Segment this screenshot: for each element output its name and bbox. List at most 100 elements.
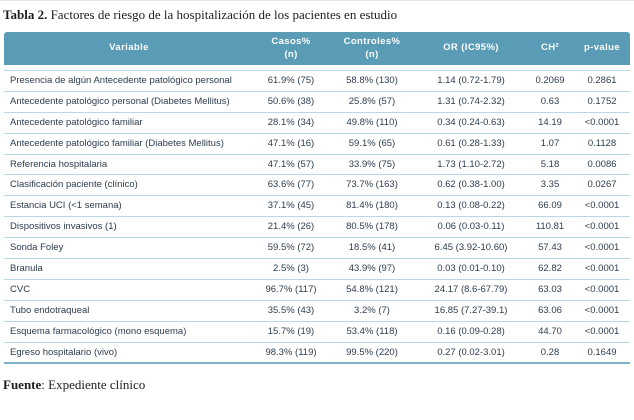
cell-or: 0.13 (0.08-0.22) bbox=[416, 195, 526, 216]
table-row: Tubo endotraqueal 35.5% (43) 3.2% (7) 16.85… bbox=[4, 299, 630, 321]
cell-controles: 49.8% (110) bbox=[328, 111, 416, 133]
cell-casos: 63.6% (77) bbox=[254, 174, 328, 195]
source-text: : Expediente clínico bbox=[41, 377, 146, 393]
cell-casos: 47.1% (16) bbox=[254, 132, 328, 154]
cell-casos: 37.1% (45) bbox=[254, 195, 328, 216]
cell-or: 1.14 (0.72-1.79) bbox=[416, 70, 526, 91]
cell-variable: Tubo endotraqueal bbox=[4, 299, 254, 321]
table-row: CVC 96.7% (117) 54.8% (121) 24.17 (8.6-67.7… bbox=[4, 278, 630, 300]
cell-variable: Estancia UCI (<1 semana) bbox=[4, 195, 254, 216]
cell-or: 24.17 (8.6-67.79) bbox=[416, 278, 526, 300]
cell-pvalue: 0.1128 bbox=[574, 132, 630, 154]
cell-variable: Clasificación paciente (clínico) bbox=[4, 174, 254, 195]
cell-controles: 33.9% (75) bbox=[328, 153, 416, 175]
table-header: Variable Casos% (n) Controles% (n) OR (IC95… bbox=[4, 32, 630, 70]
cell-casos: 61.9% (75) bbox=[254, 70, 328, 91]
cell-chi2: 44.70 bbox=[526, 320, 574, 342]
cell-pvalue: 0.2861 bbox=[574, 70, 630, 91]
column-header-casos: Casos% (n) bbox=[254, 32, 328, 70]
cell-controles: 58.8% (130) bbox=[328, 70, 416, 91]
cell-chi2: 63.03 bbox=[526, 278, 574, 300]
cell-pvalue: <0.0001 bbox=[574, 195, 630, 216]
cell-variable: Sonda Foley bbox=[4, 237, 254, 258]
cell-variable: Egreso hospitalario (vivo) bbox=[4, 341, 254, 365]
column-header-chi2: CH² bbox=[526, 32, 574, 70]
table-row: Antecedente patológico familiar 28.1% (34… bbox=[4, 111, 630, 133]
cell-or: 1.31 (0.74-2.32) bbox=[416, 90, 526, 112]
cell-pvalue: <0.0001 bbox=[574, 278, 630, 300]
table-title-label: Tabla 2. bbox=[3, 7, 48, 22]
cell-pvalue: <0.0001 bbox=[574, 237, 630, 258]
cell-variable: Dispositivos invasivos (1) bbox=[4, 216, 254, 237]
cell-controles: 54.8% (121) bbox=[328, 278, 416, 300]
cell-or: 6.45 (3.92-10.60) bbox=[416, 237, 526, 258]
cell-or: 0.62 (0.38-1.00) bbox=[416, 174, 526, 195]
table-row: Estancia UCI (<1 semana) 37.1% (45) 81.4% … bbox=[4, 195, 630, 216]
cell-chi2: 3.35 bbox=[526, 174, 574, 195]
cell-controles: 43.9% (97) bbox=[328, 258, 416, 279]
cell-controles: 81.4% (180) bbox=[328, 195, 416, 216]
cell-chi2: 63.06 bbox=[526, 299, 574, 321]
cell-chi2: 0.28 bbox=[526, 341, 574, 365]
table-body: Presencia de algún Antecedente patológic… bbox=[4, 70, 630, 365]
cell-pvalue: 0.1752 bbox=[574, 90, 630, 112]
cell-pvalue: 0.0267 bbox=[574, 174, 630, 195]
cell-pvalue: <0.0001 bbox=[574, 216, 630, 237]
table-row: Antecedente patológico personal (Diabete… bbox=[4, 90, 630, 112]
cell-pvalue: <0.0001 bbox=[574, 299, 630, 321]
cell-variable: Antecedente patológico familiar bbox=[4, 111, 254, 133]
cell-controles: 73.7% (163) bbox=[328, 174, 416, 195]
cell-controles: 59.1% (65) bbox=[328, 132, 416, 154]
cell-chi2: 5.18 bbox=[526, 153, 574, 175]
cell-or: 0.34 (0.24-0.63) bbox=[416, 111, 526, 133]
cell-chi2: 66.09 bbox=[526, 195, 574, 216]
table-figure: Tabla 2. Factores de riesgo de la hospit… bbox=[0, 1, 634, 393]
table-row: Esquema farmacológico (mono esquema) 15.7… bbox=[4, 320, 630, 342]
cell-chi2: 0.2069 bbox=[526, 70, 574, 91]
cell-variable: Referencia hospitalaria bbox=[4, 153, 254, 175]
cell-variable: Branula bbox=[4, 258, 254, 279]
cell-or: 0.16 (0.09-0.28) bbox=[416, 320, 526, 342]
cell-casos: 47.1% (57) bbox=[254, 153, 328, 175]
cell-variable: Antecedente patológico personal (Diabete… bbox=[4, 90, 254, 112]
cell-variable: Esquema farmacológico (mono esquema) bbox=[4, 320, 254, 342]
cell-casos: 96.7% (117) bbox=[254, 278, 328, 300]
cell-controles: 80.5% (178) bbox=[328, 216, 416, 237]
cell-controles: 53.4% (118) bbox=[328, 320, 416, 342]
cell-casos: 59.5% (72) bbox=[254, 237, 328, 258]
cell-controles: 25.8% (57) bbox=[328, 90, 416, 112]
cell-pvalue: <0.0001 bbox=[574, 320, 630, 342]
table-title: Tabla 2. Factores de riesgo de la hospit… bbox=[3, 7, 630, 23]
header-row: Variable Casos% (n) Controles% (n) OR (IC95… bbox=[4, 32, 630, 70]
table-row: Referencia hospitalaria 47.1% (57) 33.9% (… bbox=[4, 153, 630, 175]
cell-chi2: 110.81 bbox=[526, 216, 574, 237]
cell-pvalue: <0.0001 bbox=[574, 111, 630, 133]
cell-variable: CVC bbox=[4, 278, 254, 300]
cell-casos: 98.3% (119) bbox=[254, 341, 328, 365]
table-row: Presencia de algún Antecedente patológic… bbox=[4, 70, 630, 91]
column-header-controles: Controles% (n) bbox=[328, 32, 416, 70]
table-row: Dispositivos invasivos (1) 21.4% (26) 80.5… bbox=[4, 216, 630, 237]
table-title-text: Factores de riesgo de la hospitalización… bbox=[47, 7, 398, 22]
cell-casos: 15.7% (19) bbox=[254, 320, 328, 342]
cell-casos: 28.1% (34) bbox=[254, 111, 328, 133]
cell-variable: Presencia de algún Antecedente patológic… bbox=[4, 70, 254, 91]
cell-or: 1.73 (1.10-2.72) bbox=[416, 153, 526, 175]
cell-or: 0.27 (0.02-3.01) bbox=[416, 341, 526, 365]
risk-factors-table: Variable Casos% (n) Controles% (n) OR (IC95… bbox=[4, 32, 630, 365]
cell-pvalue: <0.0001 bbox=[574, 258, 630, 279]
table-row: Antecedente patológico familiar (Diabete… bbox=[4, 132, 630, 154]
column-header-or: OR (IC95%) bbox=[416, 32, 526, 70]
cell-controles: 18.5% (41) bbox=[328, 237, 416, 258]
table-row: Clasificación paciente (clínico) 63.6% (7… bbox=[4, 174, 630, 195]
column-header-pvalue: p-value bbox=[574, 32, 630, 70]
cell-pvalue: 0.0086 bbox=[574, 153, 630, 175]
cell-chi2: 14.19 bbox=[526, 111, 574, 133]
cell-controles: 99.5% (220) bbox=[328, 341, 416, 365]
cell-or: 0.03 (0.01-0.10) bbox=[416, 258, 526, 279]
cell-variable: Antecedente patológico familiar (Diabete… bbox=[4, 132, 254, 154]
table-row: Egreso hospitalario (vivo) 98.3% (119) 99.… bbox=[4, 341, 630, 365]
cell-casos: 35.5% (43) bbox=[254, 299, 328, 321]
table-row: Sonda Foley 59.5% (72) 18.5% (41) 6.45 (3.9… bbox=[4, 237, 630, 258]
cell-or: 16.85 (7.27-39.1) bbox=[416, 299, 526, 321]
